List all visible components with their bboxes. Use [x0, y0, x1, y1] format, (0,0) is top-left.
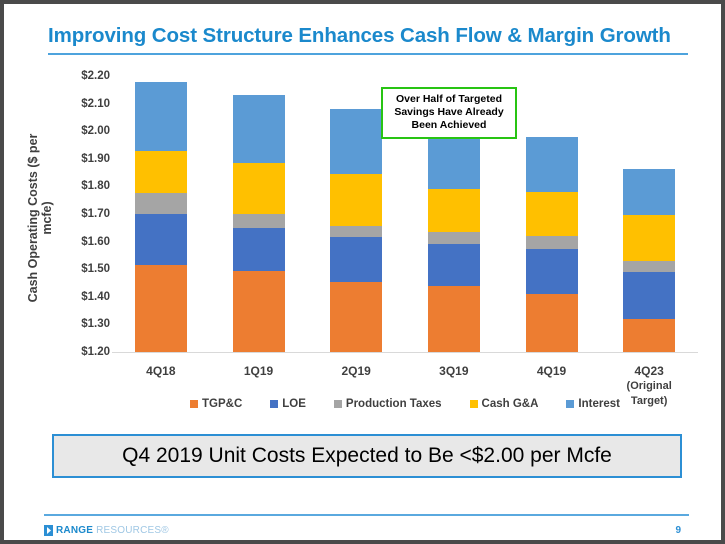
bar-column[interactable] [427, 127, 480, 352]
bar-segment[interactable] [525, 236, 578, 249]
legend-label: TGP&C [202, 398, 243, 410]
bar-segment[interactable] [525, 294, 578, 352]
bar-column[interactable] [232, 95, 285, 352]
y-axis-tick-label: $1.40 [81, 290, 110, 303]
bar-segment[interactable] [525, 191, 578, 237]
legend-label: LOE [282, 398, 306, 410]
bar-column[interactable] [330, 109, 383, 352]
y-axis-tick-labels: $2.20 $2.10 $2.00 $1.90 $1.80 $1.70 $1.60 $1.50… [62, 70, 110, 358]
y-axis-tick-label: $2.20 [81, 70, 110, 82]
legend-item[interactable]: LOE [270, 398, 306, 410]
bar-segment[interactable] [232, 227, 285, 271]
bar-column[interactable] [525, 136, 578, 352]
bar-segment[interactable] [330, 226, 383, 238]
plot-area [112, 76, 698, 352]
y-axis-tick-label: $1.70 [81, 208, 110, 220]
y-axis-tick-label: $1.20 [81, 346, 110, 358]
bar-segment[interactable] [232, 95, 285, 163]
summary-banner-text: Q4 2019 Unit Costs Expected to Be <$2.00… [122, 444, 612, 467]
legend-swatch-icon [333, 400, 342, 408]
logo-secondary-text: RESOURCES® [96, 525, 169, 536]
title-divider [48, 53, 688, 55]
bar-segment[interactable] [525, 136, 578, 192]
legend-item[interactable]: TGP&C [190, 398, 242, 410]
x-axis-tick-label: 4Q18 [146, 364, 176, 378]
legend-swatch-icon [270, 400, 279, 408]
legend-item[interactable]: Production Taxes [333, 398, 442, 410]
x-axis-tick-label: 3Q19 [439, 364, 469, 378]
legend-swatch-icon [469, 400, 478, 408]
x-axis-tick-label: 2Q19 [341, 364, 371, 378]
bar-segment[interactable] [330, 237, 383, 282]
bar-segment[interactable] [134, 81, 187, 151]
legend-item[interactable]: Cash G&A [469, 398, 539, 410]
x-axis-tick-sublabel: (Original Target) [626, 380, 672, 407]
stacked-bar-chart: Cash Operating Costs ($ per mcfe) $2.20 $… [4, 70, 721, 416]
legend-swatch-icon [566, 400, 575, 408]
bar-segment[interactable] [232, 162, 285, 215]
x-axis-tick-label: 1Q19 [243, 364, 274, 378]
bar-column[interactable] [623, 168, 676, 352]
bar-segment[interactable] [427, 285, 480, 352]
y-axis-tick-label: $1.80 [81, 180, 110, 193]
bar-segment[interactable] [623, 215, 676, 261]
bar-segment[interactable] [427, 189, 480, 232]
y-axis-title: Cash Operating Costs ($ per mcfe) [26, 133, 54, 303]
bar-segment[interactable] [623, 260, 676, 272]
bar-column[interactable] [134, 81, 187, 352]
x-axis-tick-label: 4Q23 (Original Target) [626, 364, 672, 407]
bar-segment[interactable] [525, 248, 578, 295]
company-logo: RANGE RESOURCES® [44, 525, 169, 536]
logo-primary-text: RANGE [56, 525, 94, 536]
page-number: 9 [675, 525, 681, 536]
legend-item[interactable]: Interest [566, 398, 620, 410]
y-axis-tick-label: $1.60 [81, 235, 110, 248]
bar-segment[interactable] [134, 265, 187, 352]
y-axis-tick-label: $2.00 [81, 125, 110, 138]
y-axis-tick-label: $1.30 [81, 318, 110, 331]
x-axis-tick-label: 4Q19 [536, 364, 567, 378]
y-axis-tick-label: $1.90 [81, 152, 110, 165]
legend-label: Cash G&A [481, 398, 539, 410]
legend-swatch-icon [190, 400, 199, 408]
x-axis-tick-labels: 4Q18 1Q19 2Q19 3Q19 4Q19 4Q23 (Original Target… [112, 358, 698, 407]
bar-segment[interactable] [330, 109, 383, 174]
y-axis-tick-label: $1.50 [81, 263, 110, 276]
bar-segment[interactable] [623, 271, 676, 319]
bar-segment[interactable] [134, 193, 187, 215]
summary-banner: Q4 2019 Unit Costs Expected to Be <$2.00… [52, 434, 682, 478]
footer-divider [44, 514, 689, 516]
bar-segment[interactable] [330, 174, 383, 227]
bar-segment[interactable] [134, 150, 187, 194]
page-title: Improving Cost Structure Enhances Cash F… [48, 24, 671, 47]
bar-segment[interactable] [623, 168, 676, 216]
x-axis-line [112, 352, 698, 353]
legend-label: Interest [578, 398, 620, 410]
chart-legend: TGP&C LOE Production Taxes Cash G&A Interest [112, 398, 698, 410]
legend-label: Production Taxes [345, 398, 442, 410]
bar-segment[interactable] [232, 270, 285, 352]
bar-segment[interactable] [232, 214, 285, 228]
bar-segment[interactable] [427, 244, 480, 286]
title-block: Improving Cost Structure Enhances Cash F… [48, 24, 688, 55]
bar-segment[interactable] [427, 231, 480, 245]
range-logo-icon [44, 525, 53, 536]
bar-segment[interactable] [623, 318, 676, 352]
y-axis-tick-label: $2.10 [81, 97, 110, 110]
bar-segment[interactable] [330, 281, 383, 352]
callout-box: Over Half of Targeted Savings Have Alrea… [381, 87, 517, 139]
bar-segment[interactable] [134, 214, 187, 266]
